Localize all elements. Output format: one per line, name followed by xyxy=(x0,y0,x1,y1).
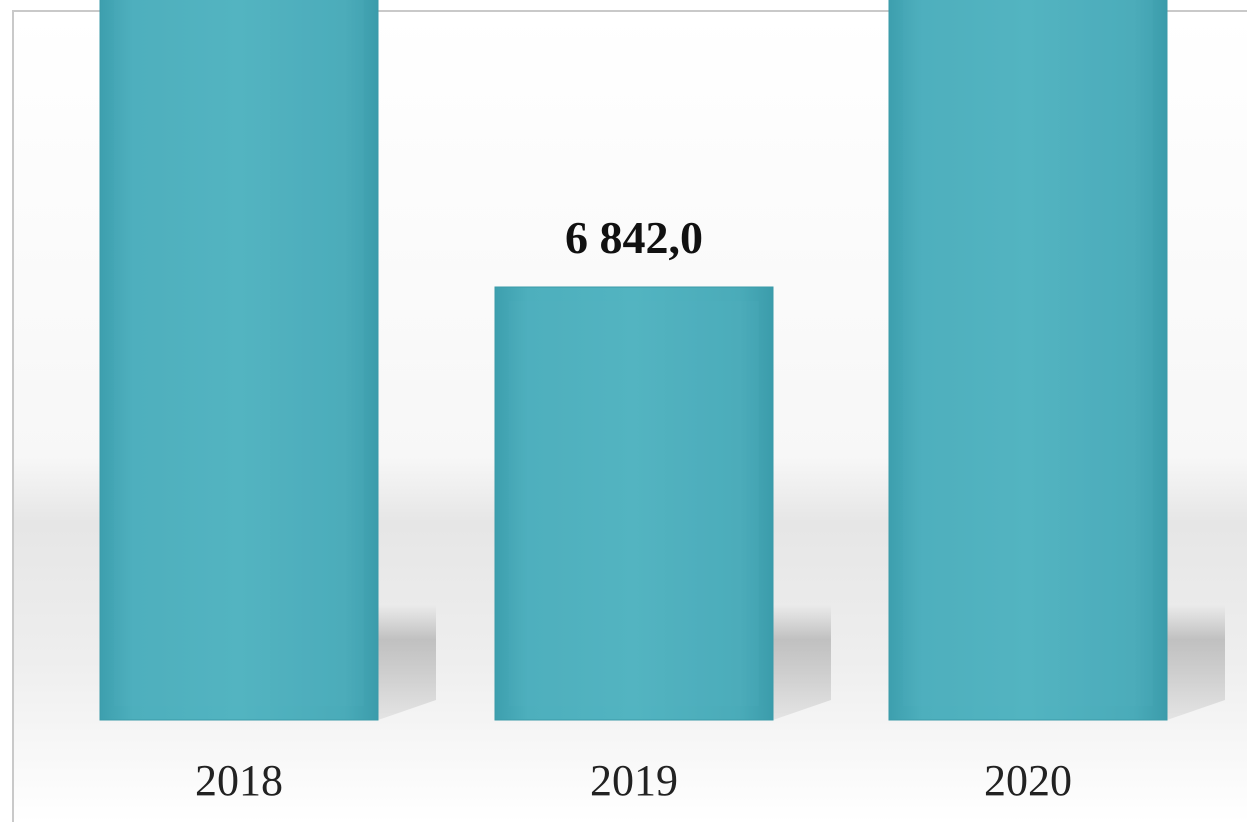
data-label-2019: 6 842,0 xyxy=(565,212,703,263)
x-tick-label-2018: 2018 xyxy=(195,756,283,805)
data-labels: 6 927,06 842,06 922,0 xyxy=(565,212,703,263)
x-tick-label-2019: 2019 xyxy=(590,756,678,805)
bar-2018 xyxy=(99,0,379,721)
x-axis-tick-labels: 2018 2019 2020 xyxy=(195,756,1072,805)
bar-2019 xyxy=(494,286,774,721)
bar-shadows xyxy=(378,605,1225,720)
bar-2020 xyxy=(888,0,1168,721)
bar-shadow-2020 xyxy=(1167,605,1225,720)
bar-highlight-2018 xyxy=(114,0,364,706)
bar-highlight-2019 xyxy=(509,301,759,706)
x-tick-label-2020: 2020 xyxy=(984,756,1072,805)
bar-shadow-2019 xyxy=(773,605,831,720)
bars xyxy=(99,0,1168,721)
bar-highlight-2020 xyxy=(903,0,1153,706)
bar-shadow-2018 xyxy=(378,605,436,720)
